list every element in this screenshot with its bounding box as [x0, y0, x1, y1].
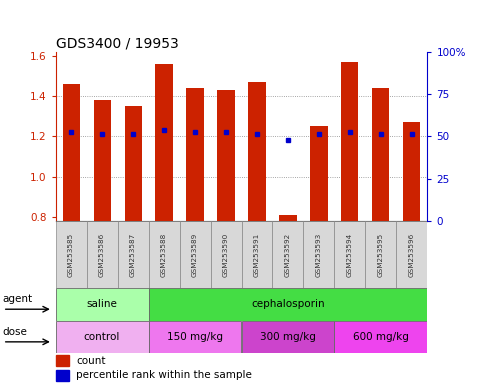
Bar	[180, 221, 211, 288]
Text: dose: dose	[3, 327, 28, 337]
Bar	[94, 100, 111, 221]
Text: agent: agent	[3, 295, 33, 305]
Text: saline: saline	[86, 299, 117, 310]
Text: 300 mg/kg: 300 mg/kg	[260, 332, 316, 342]
Bar	[311, 126, 327, 221]
Bar	[56, 355, 69, 366]
Text: GSM253586: GSM253586	[99, 232, 105, 276]
Bar	[56, 288, 149, 321]
Bar	[372, 88, 389, 221]
Bar	[62, 84, 80, 221]
Text: GSM253590: GSM253590	[223, 232, 229, 276]
Text: count: count	[76, 356, 105, 366]
Bar	[280, 215, 297, 221]
Text: GSM253591: GSM253591	[254, 232, 260, 276]
Text: GSM253587: GSM253587	[130, 232, 136, 276]
Text: GSM253595: GSM253595	[378, 232, 384, 276]
Bar	[149, 321, 242, 353]
Bar	[397, 221, 427, 288]
Text: control: control	[84, 332, 120, 342]
Bar	[242, 221, 272, 288]
Text: 600 mg/kg: 600 mg/kg	[353, 332, 409, 342]
Bar	[341, 62, 358, 221]
Text: GSM253596: GSM253596	[409, 232, 415, 276]
Bar	[242, 321, 334, 353]
Bar	[156, 64, 172, 221]
Bar	[186, 88, 203, 221]
Bar	[248, 82, 266, 221]
Text: GDS3400 / 19953: GDS3400 / 19953	[56, 37, 178, 51]
Bar	[56, 370, 69, 381]
Text: GSM253585: GSM253585	[68, 232, 74, 276]
Bar	[117, 221, 149, 288]
Bar	[56, 321, 149, 353]
Bar	[366, 221, 397, 288]
Bar	[149, 221, 180, 288]
Text: 150 mg/kg: 150 mg/kg	[167, 332, 223, 342]
Bar	[217, 90, 235, 221]
Bar	[211, 221, 242, 288]
Text: percentile rank within the sample: percentile rank within the sample	[76, 370, 252, 380]
Bar	[86, 221, 117, 288]
Bar	[272, 221, 303, 288]
Bar	[334, 321, 427, 353]
Bar	[403, 122, 421, 221]
Text: GSM253588: GSM253588	[161, 232, 167, 276]
Text: GSM253592: GSM253592	[285, 232, 291, 276]
Bar	[56, 221, 86, 288]
Bar	[303, 221, 334, 288]
Bar	[149, 288, 427, 321]
Text: GSM253594: GSM253594	[347, 232, 353, 276]
Text: cephalosporin: cephalosporin	[251, 299, 325, 310]
Bar	[125, 106, 142, 221]
Text: GSM253593: GSM253593	[316, 232, 322, 276]
Text: GSM253589: GSM253589	[192, 232, 198, 276]
Bar	[334, 221, 366, 288]
